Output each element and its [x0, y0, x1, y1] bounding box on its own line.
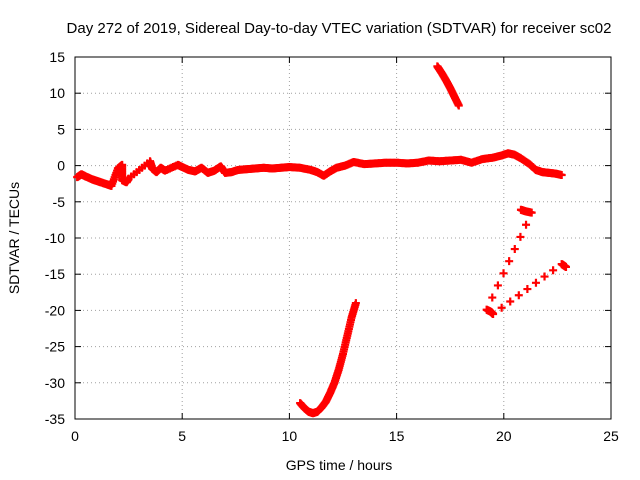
data-point [561, 262, 570, 271]
data-point [505, 257, 514, 266]
data-point [516, 232, 525, 241]
y-tick-label: -25 [45, 339, 65, 355]
y-tick-label: -5 [53, 194, 66, 210]
data-point [540, 272, 549, 281]
chart-title: Day 272 of 2019, Sidereal Day-to-day VTE… [67, 20, 612, 37]
y-tick-label: 0 [57, 158, 65, 174]
data-point [488, 293, 497, 302]
series-arc-near-11h [296, 299, 360, 418]
data-point [499, 269, 508, 278]
data-points [73, 62, 570, 418]
data-point [506, 297, 515, 306]
y-tick-label: -15 [45, 266, 65, 282]
x-tick-label: 20 [496, 428, 512, 444]
data-point [489, 310, 498, 319]
x-tick-label: 15 [389, 428, 405, 444]
x-axis: 0 5 10 15 20 25 [71, 57, 619, 444]
data-point [351, 299, 360, 308]
x-tick-label: 5 [178, 428, 186, 444]
data-point [557, 171, 566, 180]
data-point [493, 281, 502, 290]
data-point [523, 285, 532, 294]
x-tick-label: 10 [282, 428, 298, 444]
data-point [514, 291, 523, 300]
series-main-band [73, 149, 566, 190]
y-tick-label: -35 [45, 411, 65, 427]
series-outliers [482, 205, 570, 319]
data-point [454, 101, 463, 110]
y-tick-label: -30 [45, 375, 65, 391]
x-tick-label: 0 [71, 428, 79, 444]
y-tick-label: 15 [49, 49, 65, 65]
y-tick-label: -20 [45, 302, 65, 318]
data-point [531, 278, 540, 287]
y-axis: -35 -30 -25 -20 -15 -10 -5 0 5 10 15 [45, 49, 611, 427]
y-axis-label: SDTVAR / TECUs [6, 182, 22, 294]
data-point [497, 303, 506, 312]
data-point [522, 220, 531, 229]
data-point [549, 266, 558, 275]
data-point [527, 208, 536, 217]
series-segment-near-17-18h [433, 62, 463, 110]
y-tick-label: 10 [49, 85, 65, 101]
x-tick-label: 25 [603, 428, 619, 444]
data-point [510, 245, 519, 254]
y-tick-label: 5 [57, 121, 65, 137]
y-tick-label: -10 [45, 230, 65, 246]
x-axis-label: GPS time / hours [286, 457, 393, 473]
